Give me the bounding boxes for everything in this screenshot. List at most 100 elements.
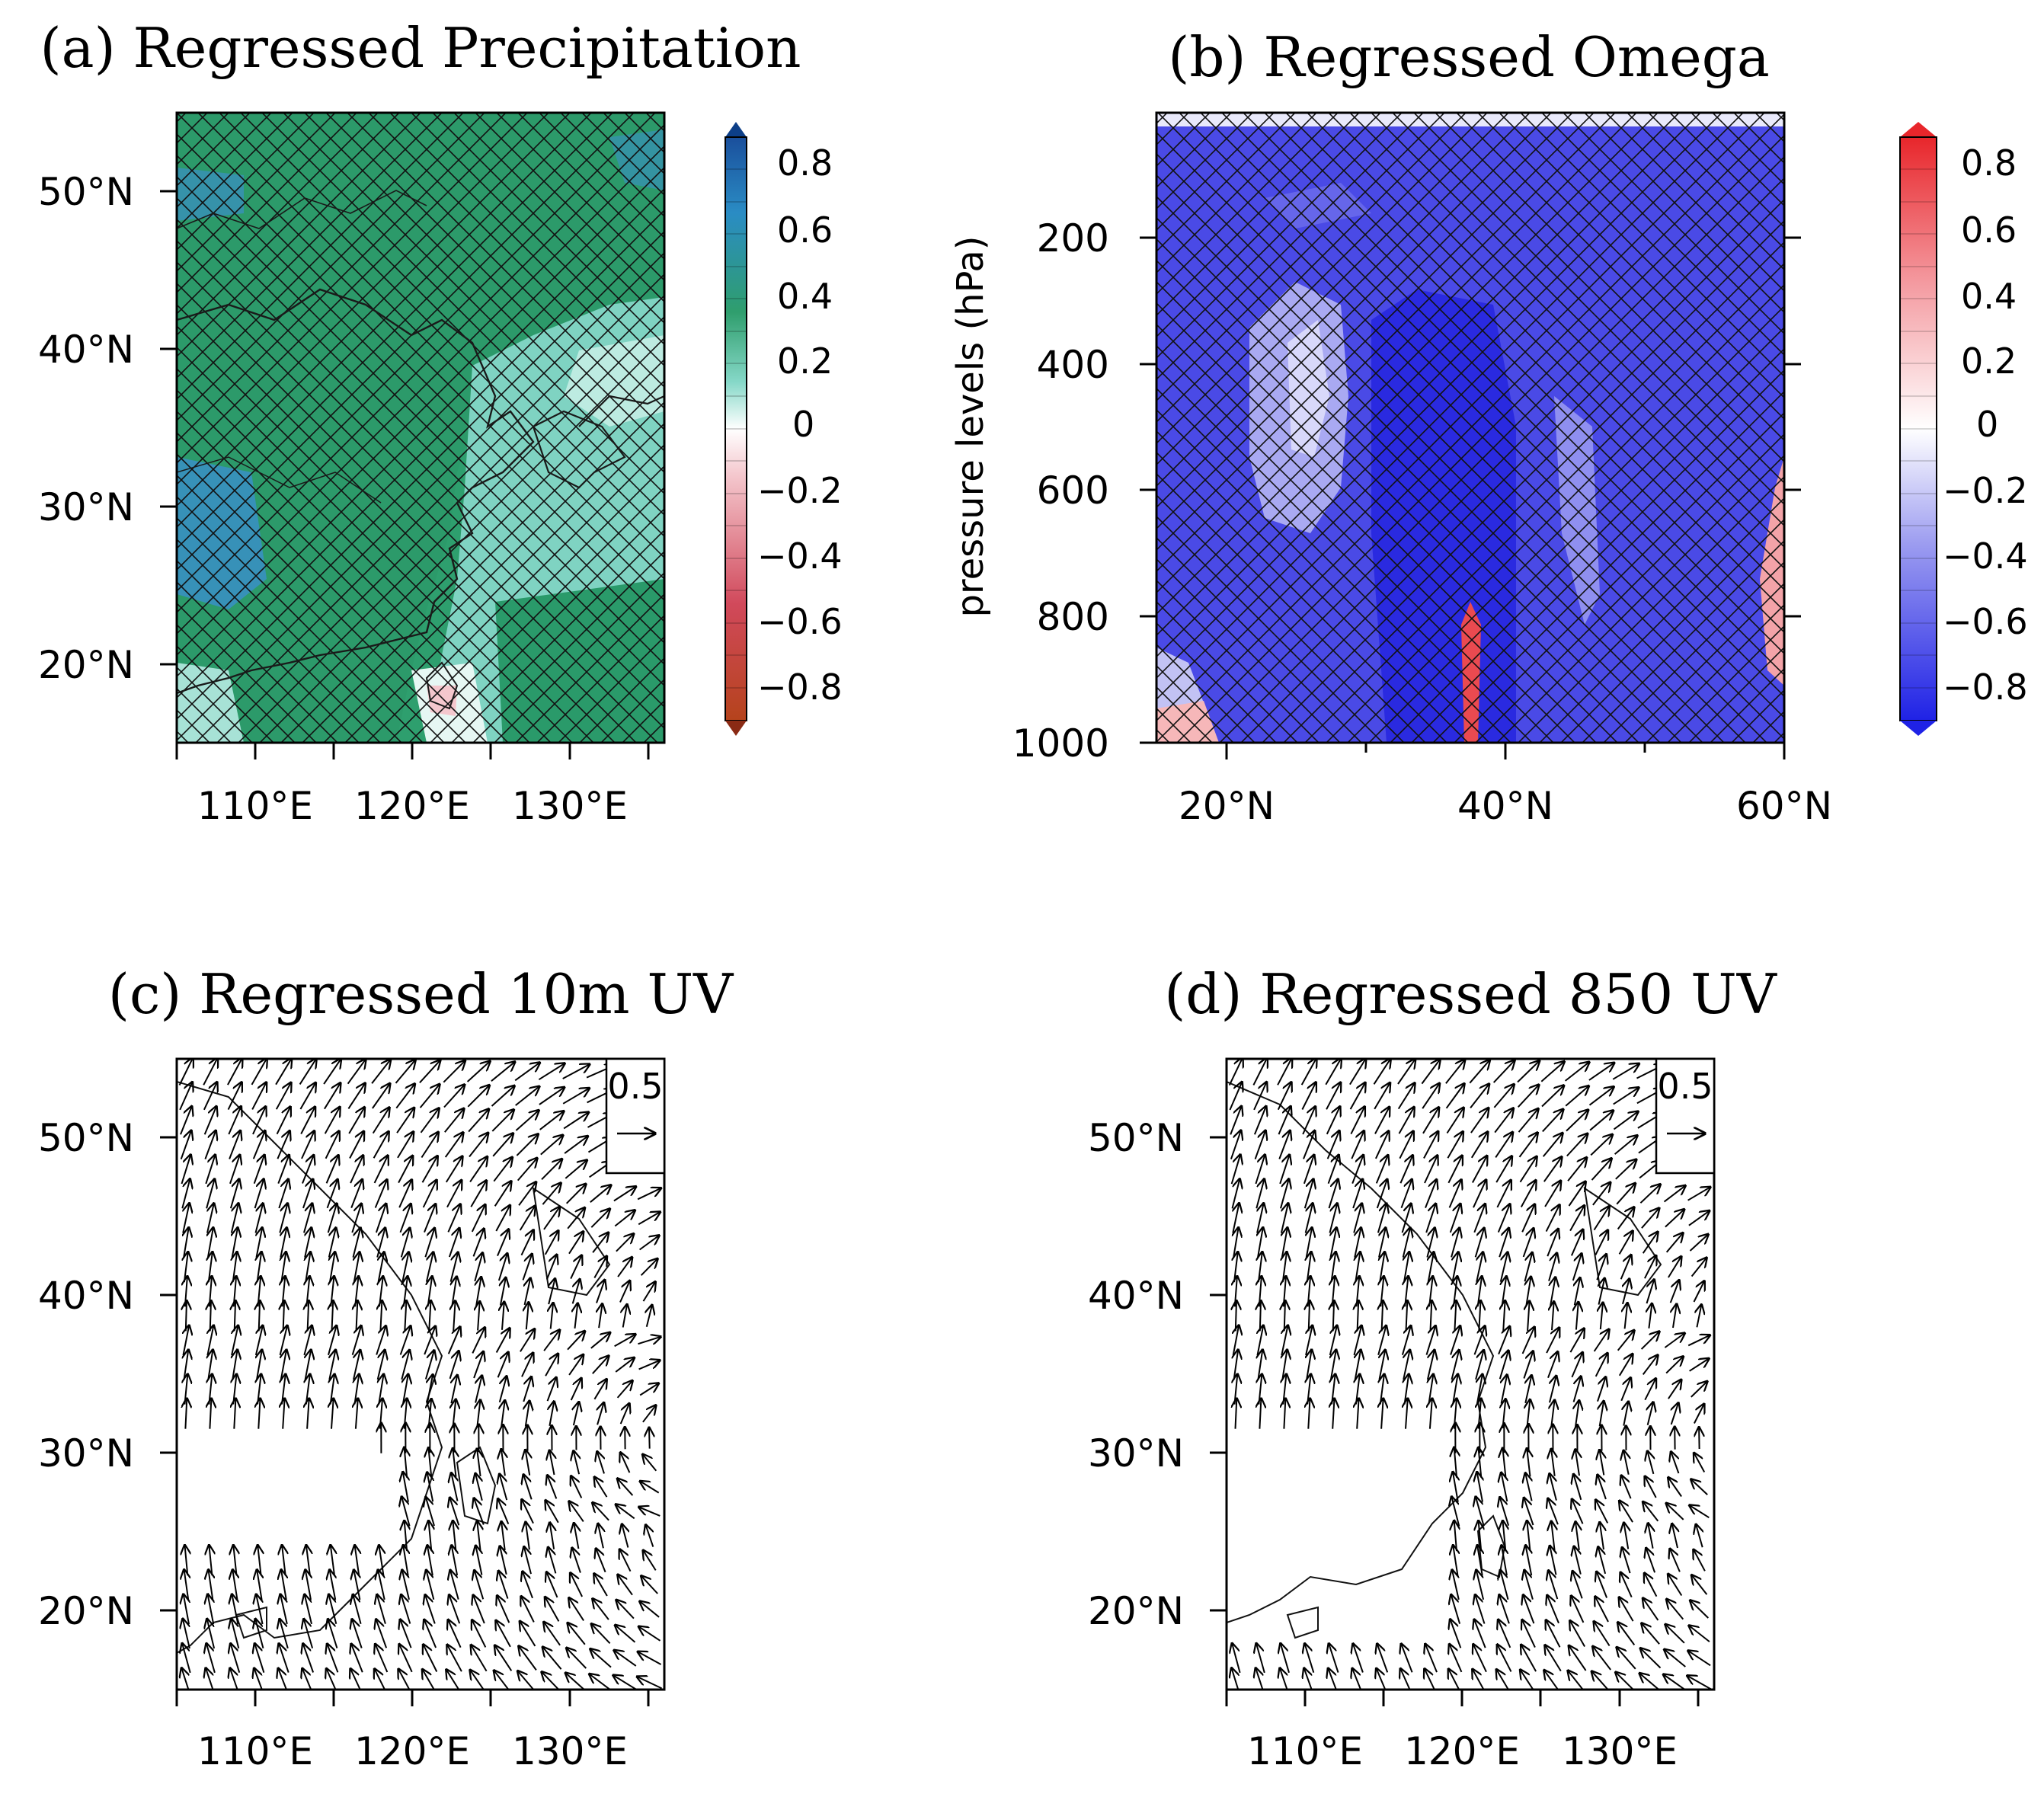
wind-vector <box>1303 1130 1315 1159</box>
panel-c-reference-label: 0.5 <box>607 1066 663 1107</box>
wind-vector <box>1649 1303 1652 1329</box>
wind-vector <box>1518 1108 1539 1133</box>
wind-vector <box>1325 1059 1341 1086</box>
wind-vector <box>259 1300 260 1332</box>
wind-vector <box>1253 1106 1266 1135</box>
wind-vector <box>590 1332 610 1349</box>
wind-vector <box>1571 1596 1585 1623</box>
wind-vector <box>1431 1300 1432 1332</box>
wind-vector <box>373 1156 389 1184</box>
wind-vector <box>283 1399 284 1429</box>
wind-vector <box>424 1204 436 1233</box>
wind-vector <box>491 1062 515 1082</box>
wind-vector <box>1694 1453 1706 1472</box>
wind-vector <box>590 1185 611 1203</box>
wind-vector <box>1277 1082 1291 1111</box>
wind-vector <box>1551 1400 1554 1428</box>
panel-b-ylabel: pressure levels (hPa) <box>949 235 992 617</box>
wind-vector <box>637 1677 663 1690</box>
wind-vector <box>1473 1180 1486 1208</box>
wind-vector <box>1499 1620 1511 1648</box>
wind-vector <box>638 1361 661 1370</box>
wind-vector <box>619 1549 632 1572</box>
wind-vector <box>1593 1646 1611 1671</box>
wind-vector <box>1454 1300 1456 1332</box>
wind-vector <box>538 1063 565 1081</box>
wind-vector <box>470 1181 486 1207</box>
wind-vector <box>396 1108 414 1134</box>
wind-vector <box>1406 1300 1408 1332</box>
wind-vector <box>545 1354 558 1377</box>
wind-vector <box>574 1451 579 1475</box>
wind-vector <box>615 1357 634 1373</box>
wind-vector <box>590 1674 612 1690</box>
wind-vector <box>1447 1156 1462 1184</box>
wind-vector <box>521 1353 533 1377</box>
wind-vector <box>444 1133 463 1158</box>
wind-vector <box>1351 1155 1363 1184</box>
wind-vector <box>203 1082 217 1111</box>
wind-vector <box>1349 1082 1366 1110</box>
wind-vector <box>1639 1185 1660 1204</box>
wind-vector <box>1309 1300 1310 1332</box>
wind-vector <box>1422 1083 1439 1109</box>
panel-d-ytick-label: 50°N <box>1088 1116 1184 1160</box>
wind-vector <box>640 1601 660 1618</box>
wind-vector <box>1545 1205 1560 1233</box>
wind-vector <box>618 1575 633 1596</box>
panel-a-ytick-label: 50°N <box>38 170 134 214</box>
wind-vector <box>1696 1524 1703 1548</box>
wind-vector <box>1669 1281 1679 1303</box>
wind-vector <box>349 1131 364 1159</box>
panel-c-axis-ticks <box>160 1136 650 1706</box>
wind-vector <box>475 1473 482 1501</box>
wind-vector <box>638 1212 660 1226</box>
colorbar-a-label: −0.4 <box>757 536 843 577</box>
wind-vector <box>526 1401 529 1427</box>
wind-vector <box>1689 1626 1710 1642</box>
wind-vector <box>1665 1624 1685 1644</box>
wind-vector <box>614 1335 636 1348</box>
wind-vector <box>1568 1181 1586 1207</box>
wind-vector <box>545 1597 560 1622</box>
wind-vector <box>495 1205 510 1232</box>
wind-vector <box>475 1376 482 1403</box>
wind-vector <box>449 1498 460 1526</box>
wind-vector <box>282 1545 286 1576</box>
wind-vector <box>1421 1059 1440 1085</box>
wind-vector <box>1448 1180 1462 1208</box>
wind-vector <box>567 1648 587 1669</box>
wind-vector <box>308 1300 309 1332</box>
wind-vector <box>1547 1595 1559 1624</box>
wind-vector <box>1643 1501 1659 1522</box>
wind-vector <box>1541 1086 1564 1108</box>
wind-vector <box>203 1059 217 1086</box>
wind-vector <box>1575 1522 1579 1550</box>
wind-vector <box>519 1646 537 1671</box>
wind-vector <box>447 1327 460 1354</box>
wind-vector <box>1425 1179 1437 1208</box>
wind-vector <box>1569 1329 1584 1353</box>
wind-vector <box>1615 1159 1636 1180</box>
wind-vector <box>350 1156 363 1184</box>
wind-vector <box>1305 1644 1315 1673</box>
wind-vector <box>401 1594 411 1624</box>
wind-vector <box>1595 1597 1609 1623</box>
panel-a-colorbar: 0.8 0.6 0.4 0.2 0 −0.2 −0.4 −0.6 −0.8 <box>725 122 843 736</box>
wind-vector <box>1642 1232 1658 1254</box>
wind-vector <box>429 1520 432 1552</box>
panel-a-xtick-label: 130°E <box>512 784 628 828</box>
wind-vector <box>186 1300 187 1332</box>
panel-d-reference-label: 0.5 <box>1657 1066 1713 1107</box>
wind-vector <box>324 1107 340 1134</box>
wind-vector <box>1665 1233 1683 1253</box>
wind-vector <box>449 1595 461 1624</box>
wind-vector <box>571 1279 580 1304</box>
wind-vector <box>518 1671 535 1690</box>
panel-b-field <box>1156 113 1784 743</box>
wind-vector <box>497 1596 510 1623</box>
wind-vector <box>1517 1061 1540 1083</box>
wind-vector <box>1521 1204 1534 1233</box>
wind-vector <box>498 1377 507 1403</box>
wind-vector <box>1572 1254 1582 1281</box>
